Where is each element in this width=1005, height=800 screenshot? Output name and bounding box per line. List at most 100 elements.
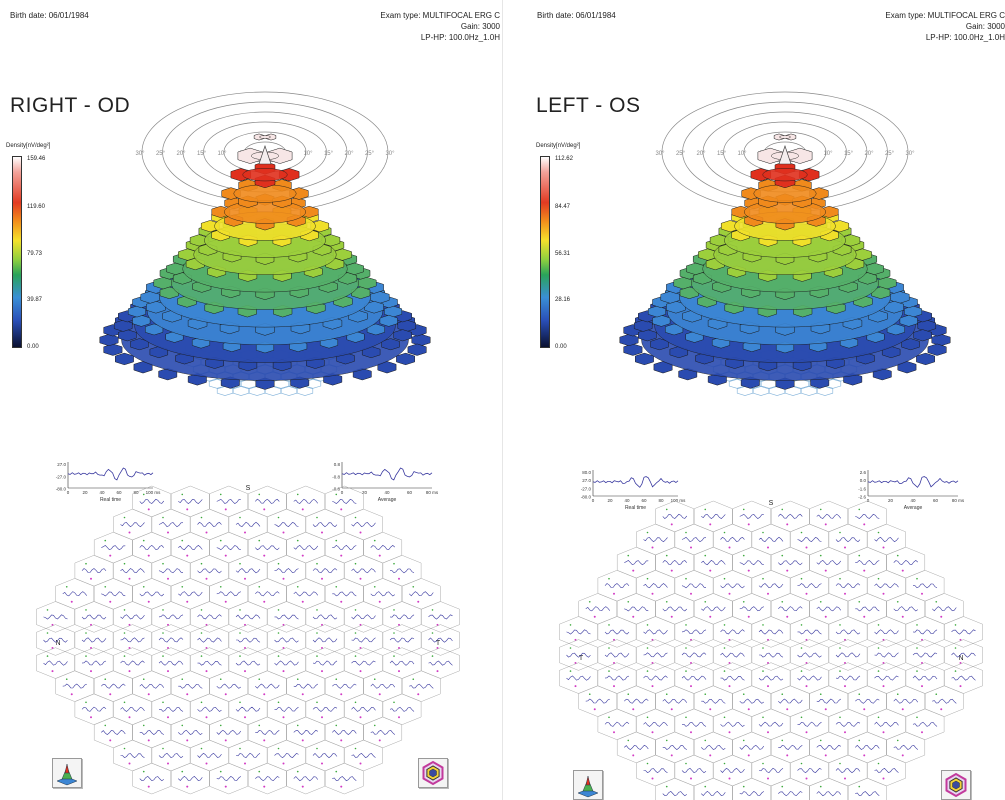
response-trace — [178, 729, 203, 735]
response-trace — [566, 675, 591, 681]
response-trace — [293, 498, 319, 504]
response-trace — [178, 776, 203, 782]
response-trace — [912, 652, 938, 658]
response-trace — [662, 698, 688, 704]
response-hex — [828, 570, 868, 602]
3d-surface-icon[interactable] — [573, 770, 603, 800]
response-value-dot — [128, 762, 131, 765]
filter: LP-HP: 100.0Hz_1.0H — [925, 33, 1005, 42]
response-hex — [905, 639, 945, 671]
response-trace — [178, 591, 203, 597]
response-trace — [428, 637, 453, 643]
response-trace — [120, 637, 145, 643]
response-value-dot — [282, 670, 285, 673]
response-angle-dot — [258, 539, 261, 542]
ring-label-right: 20° — [344, 151, 354, 157]
response-trace — [681, 629, 707, 635]
response-trace — [197, 521, 222, 527]
response-value-dot — [167, 577, 169, 580]
response-angle-dot — [239, 747, 241, 750]
response-angle-dot — [665, 693, 668, 695]
response-angle-dot — [258, 770, 261, 773]
response-angle-dot — [877, 762, 880, 765]
response-hex — [228, 693, 268, 725]
response-hex — [674, 662, 714, 694]
response-angle-dot — [762, 647, 764, 649]
response-angle-dot — [181, 678, 184, 680]
response-value-dot — [824, 615, 827, 618]
response-trace — [874, 629, 899, 635]
response-hex — [732, 593, 772, 625]
response-angle-dot — [46, 655, 49, 657]
response-angle-dot — [85, 609, 87, 611]
response-trace — [312, 614, 338, 620]
response-trace — [389, 706, 415, 712]
response-trace — [797, 537, 822, 543]
surface-apex — [258, 145, 272, 165]
response-value-dot — [901, 615, 904, 618]
filter: LP-HP: 100.0Hz_1.0H — [420, 33, 500, 42]
response-angle-dot — [646, 670, 649, 672]
surface-layer — [779, 135, 791, 139]
response-value-dot — [670, 523, 673, 526]
response-value-dot — [359, 577, 362, 580]
response-hex — [732, 777, 772, 800]
response-angle-dot — [335, 586, 338, 588]
response-hex — [713, 754, 752, 787]
response-value-dot — [263, 785, 266, 788]
response-trace — [758, 767, 784, 773]
response-hex — [421, 624, 460, 656]
response-value-dot — [786, 754, 789, 757]
gain: Gain: 3000 — [460, 22, 500, 31]
response-hex — [344, 508, 383, 541]
response-trace — [912, 675, 938, 681]
hexagon-icon[interactable] — [418, 758, 448, 788]
response-angle-dot — [142, 770, 145, 773]
response-angle-dot — [296, 539, 299, 542]
response-angle-dot — [316, 701, 318, 704]
response-value-dot — [224, 693, 227, 696]
3d-surface-icon[interactable] — [52, 758, 82, 788]
response-trace — [389, 614, 415, 620]
realtime-trace-y-tick: -80.0 — [56, 487, 67, 492]
average-trace-x-tick: 20 — [362, 490, 368, 495]
response-trace — [351, 568, 376, 574]
response-angle-dot — [258, 724, 261, 727]
response-hex — [267, 555, 306, 587]
response-hex — [790, 639, 829, 671]
response-value-dot — [128, 670, 131, 673]
response-trace — [739, 791, 764, 797]
response-hex — [113, 555, 152, 587]
response-hex — [655, 593, 695, 625]
response-trace — [409, 683, 434, 689]
response-angle-dot — [896, 693, 899, 695]
response-trace — [797, 721, 822, 727]
mferg-plot: 30°25°20°15°10°5°5°10°15°20°25°30°80.027… — [559, 91, 983, 800]
response-trace — [855, 698, 880, 704]
response-trace — [62, 683, 87, 689]
response-angle-dot — [200, 516, 203, 519]
response-value-dot — [301, 693, 304, 696]
response-value-dot — [51, 670, 54, 673]
response-trace — [81, 568, 107, 574]
surface-cell — [407, 343, 427, 356]
response-hex — [905, 616, 945, 648]
hexagon-icon[interactable] — [941, 770, 971, 800]
response-value-dot — [378, 693, 381, 696]
response-hex — [674, 570, 714, 602]
response-value-dot — [863, 523, 866, 526]
realtime-trace-y-tick: 27.0 — [57, 462, 66, 467]
response-hex — [93, 578, 133, 610]
response-hex — [151, 555, 191, 587]
response-angle-dot — [723, 716, 726, 719]
response-value-dot — [767, 731, 769, 734]
response-angle-dot — [627, 693, 630, 695]
response-angle-dot — [935, 693, 938, 695]
response-trace — [178, 499, 203, 504]
response-trace — [293, 683, 318, 689]
ring-label-left: 30° — [135, 151, 145, 157]
response-trace — [120, 753, 145, 759]
response-angle-dot — [877, 716, 880, 719]
response-trace — [274, 753, 299, 759]
birth-date: Birth date: 06/01/1984 — [537, 11, 616, 20]
